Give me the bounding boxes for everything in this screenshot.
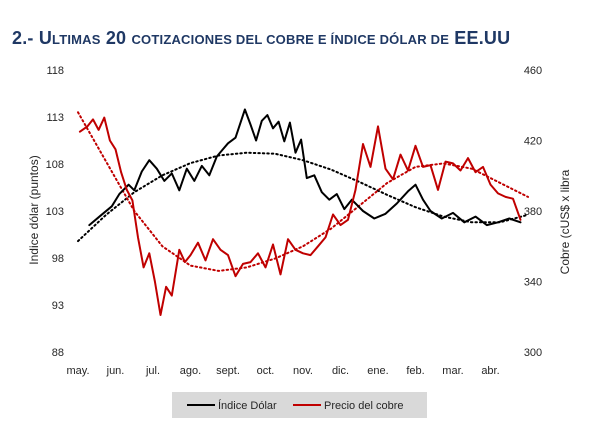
left-tick-label: 108 xyxy=(46,159,64,171)
x-tick-label: oct. xyxy=(257,365,275,377)
trend-dollar-line xyxy=(77,151,529,243)
legend-label-copper: Precio del cobre xyxy=(324,400,404,412)
trend-copper-line xyxy=(77,111,529,272)
left-tick-label: 118 xyxy=(46,65,64,77)
page-title: 2.- Ultimas 20 cotizaciones del cobre e … xyxy=(12,28,510,49)
x-tick-label: ago. xyxy=(180,365,201,377)
x-axis-ticks: may. jun. jul. ago. sept. oct. nov. dic. ene. feb… xyxy=(66,365,499,377)
x-tick-label: sept. xyxy=(216,365,240,377)
right-tick-label: 420 xyxy=(524,136,542,148)
series-lines xyxy=(77,108,529,316)
x-tick-label: feb. xyxy=(406,365,424,377)
title-country: EE.UU xyxy=(454,28,511,48)
left-tick-label: 98 xyxy=(52,253,64,265)
left-tick-label: 88 xyxy=(52,347,64,359)
legend: Índice Dólar Precio del cobre xyxy=(172,392,427,418)
right-axis-ticks: 460 420 380 340 300 xyxy=(524,65,542,359)
x-tick-label: may. xyxy=(66,365,89,377)
title-tail: cotizaciones del cobre e índice dólar de xyxy=(131,32,450,47)
left-tick-label: 113 xyxy=(46,112,64,124)
series-dollar-line xyxy=(88,108,522,227)
x-tick-label: dic. xyxy=(332,365,349,377)
title-count: 20 xyxy=(105,28,127,48)
title-initial: U xyxy=(38,28,53,48)
right-axis-title: Cobre (cUS$ x libra xyxy=(558,169,572,274)
left-tick-label: 103 xyxy=(46,206,64,218)
series-copper-line xyxy=(78,116,522,316)
title-word: ltimas xyxy=(52,32,101,47)
legend-label-dollar: Índice Dólar xyxy=(218,399,277,412)
x-tick-label: nov. xyxy=(293,365,313,377)
right-tick-label: 340 xyxy=(524,277,542,289)
right-tick-label: 380 xyxy=(524,206,542,218)
left-tick-label: 93 xyxy=(52,300,64,312)
left-axis-title: Indice dólar (puntos) xyxy=(27,155,41,264)
x-tick-label: ene. xyxy=(367,365,388,377)
title-number: 2.- xyxy=(12,28,34,48)
x-tick-label: abr. xyxy=(481,365,499,377)
x-tick-label: mar. xyxy=(442,365,463,377)
x-tick-label: jun. xyxy=(106,365,125,377)
right-tick-label: 460 xyxy=(524,65,542,77)
x-tick-label: jul. xyxy=(145,365,160,377)
right-tick-label: 300 xyxy=(524,347,542,359)
left-axis-ticks: 118 113 108 103 98 93 88 xyxy=(46,65,64,359)
